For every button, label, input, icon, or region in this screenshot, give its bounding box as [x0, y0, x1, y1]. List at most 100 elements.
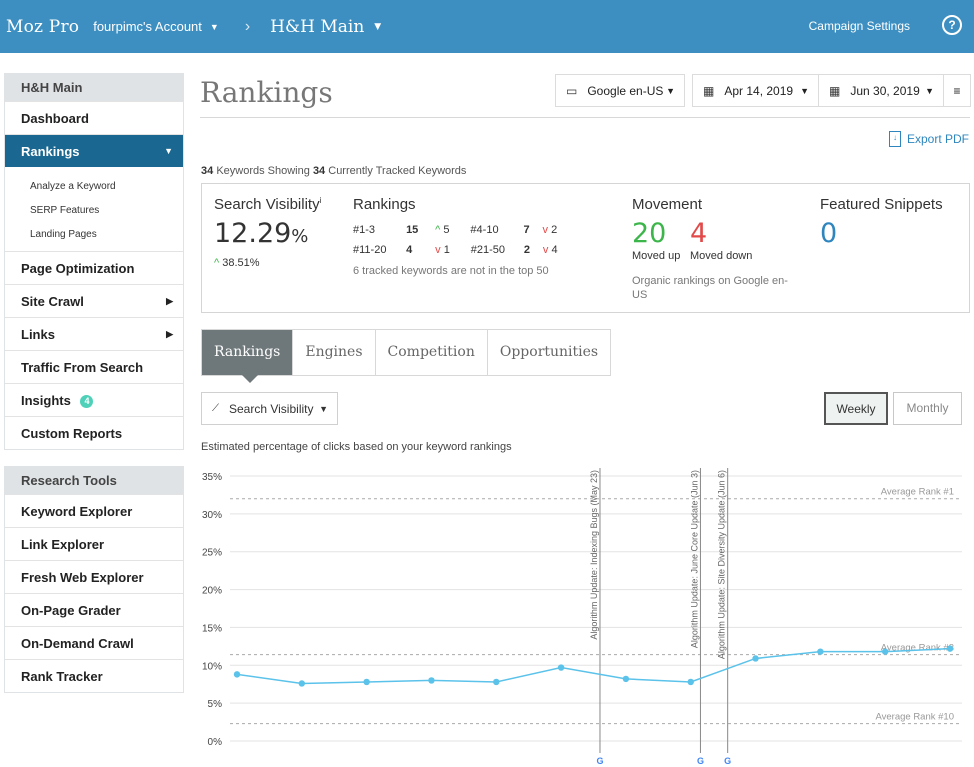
sidebar-item-site-crawl[interactable]: Site Crawl ▶ — [5, 284, 183, 317]
visibility-number: 12.29 — [214, 218, 292, 249]
export-pdf-button[interactable]: ↓ Export PDF — [889, 131, 969, 147]
search-visibility-title: Search Visibilityi — [214, 196, 321, 213]
rank-range: #11-20 — [353, 244, 387, 256]
brand-logo[interactable]: Moz Pro — [6, 16, 80, 37]
sidebar-item-fresh-web-explorer[interactable]: Fresh Web Explorer — [5, 560, 183, 593]
filter-menu-button[interactable]: ≡ — [943, 74, 971, 107]
sidebar-subitem-analyze-keyword[interactable]: Analyze a Keyword — [5, 167, 183, 199]
search-engine-dropdown[interactable]: ▭ Google en-US ▼ — [555, 74, 685, 107]
rank-count: 4 — [406, 244, 413, 256]
keywords-showing-count: 34 — [201, 165, 214, 177]
caret-down-icon: ▼ — [319, 403, 328, 414]
visibility-unit: % — [291, 226, 309, 247]
google-icon: G — [596, 756, 603, 766]
sidebar-subitem-landing-pages[interactable]: Landing Pages — [5, 223, 183, 251]
line-chart-icon: ⟋ — [212, 403, 219, 414]
sidebar-item-label: Links — [21, 327, 55, 342]
sidebar-item-traffic-from-search[interactable]: Traffic From Search — [5, 350, 183, 383]
reference-line-label: Average Rank #1 — [881, 487, 954, 498]
rank-row: #11-20 4 v 1 #21-50 2 v 4 — [353, 244, 558, 256]
data-point — [622, 675, 630, 683]
search-visibility-label: Search Visibility — [214, 196, 320, 213]
keywords-showing-label: Keywords Showing — [216, 165, 310, 177]
y-tick-label: 35% — [202, 472, 222, 483]
start-date-picker[interactable]: ▦ Apr 14, 2019 ▼ — [692, 74, 819, 107]
sidebar-item-custom-reports[interactable]: Custom Reports — [5, 416, 183, 449]
sidebar-item-dashboard[interactable]: Dashboard — [5, 101, 183, 134]
moved-down-value: 4 — [690, 218, 708, 249]
page-title: Rankings — [200, 76, 333, 109]
sidebar-subitem-serp-features[interactable]: SERP Features — [5, 199, 183, 223]
annotation-label: Algorithm Update: Indexing Bugs (May 23) — [589, 470, 599, 640]
data-point — [363, 678, 370, 686]
sidebar-item-keyword-explorer[interactable]: Keyword Explorer — [5, 494, 183, 527]
end-date-picker[interactable]: ▦ Jun 30, 2019 ▼ — [818, 74, 944, 107]
sidebar-item-link-explorer[interactable]: Link Explorer — [5, 527, 183, 560]
campaign-settings-link[interactable]: Campaign Settings — [808, 19, 910, 33]
help-icon[interactable]: ? — [942, 15, 962, 35]
tab-rankings[interactable]: Rankings — [202, 330, 294, 383]
moved-up-value: 20 — [632, 218, 667, 249]
reference-line-label: Average Rank #3 — [881, 643, 954, 654]
data-point — [557, 664, 565, 671]
arrow-down-icon: v — [542, 224, 549, 236]
sidebar-item-page-optimization[interactable]: Page Optimization — [5, 251, 183, 284]
google-icon: G — [724, 756, 731, 766]
caret-right-icon: ▶ — [166, 329, 173, 339]
y-tick-label: 30% — [202, 510, 222, 521]
menu-lines-icon: ≡ — [953, 83, 961, 98]
monthly-toggle[interactable]: Monthly — [893, 392, 962, 425]
movement-note: Organic rankings on Google en-US — [632, 275, 788, 301]
account-switcher[interactable]: fourpimc's Account ▼ — [93, 19, 219, 34]
annotation-label: Algorithm Update: June Core Update (Jun … — [689, 470, 699, 648]
top-nav-bar: Moz Pro fourpimc's Account ▼ › H&H Main … — [0, 0, 974, 53]
chart-svg: 0% 5% 10% 15% 20% 25% 30% 35% Average Rank #1 Ave… — [202, 468, 962, 766]
tab-competition[interactable]: Competition — [376, 330, 488, 375]
arrow-down-icon: v — [435, 244, 441, 256]
caret-down-icon: ▼ — [666, 85, 675, 96]
rankings-summary-title: Rankings — [353, 196, 416, 213]
rank-count: 7 — [523, 224, 530, 236]
data-point — [233, 671, 241, 678]
weekly-toggle[interactable]: Weekly — [824, 392, 888, 425]
y-tick-label: 5% — [208, 699, 223, 710]
arrow-up-icon: ^ — [435, 224, 441, 236]
info-icon[interactable]: i — [319, 196, 322, 205]
view-tabs: Rankings Engines Competition Opportuniti… — [201, 329, 612, 383]
tab-opportunities[interactable]: Opportunities — [499, 344, 599, 360]
keywords-tracked-label: Currently Tracked Keywords — [328, 165, 467, 177]
rank-count: 15 — [406, 224, 419, 236]
sidebar-item-links[interactable]: Links ▶ — [5, 317, 183, 350]
sidebar-item-insights[interactable]: Insights 4 — [5, 383, 183, 416]
chevron-right-icon: › — [244, 17, 251, 35]
caret-down-icon: ▼ — [800, 85, 809, 96]
tab-engines[interactable]: Engines — [293, 330, 376, 375]
search-visibility-value: 12.29% — [214, 218, 308, 249]
calendar-icon: ▦ — [703, 83, 715, 98]
rank-change: 1 — [443, 244, 450, 256]
rank-range: #21-50 — [470, 244, 506, 256]
data-point — [428, 677, 435, 684]
rank-count: 2 — [523, 244, 530, 256]
rank-change: 4 — [551, 244, 558, 256]
sidebar-item-on-demand-crawl[interactable]: On-Demand Crawl — [5, 626, 183, 659]
search-engine-value: Google en-US — [587, 83, 664, 98]
sidebar-item-on-page-grader[interactable]: On-Page Grader — [5, 593, 183, 626]
rank-note: 6 tracked keywords are not in the top 50 — [353, 265, 549, 277]
sidebar-item-rankings[interactable]: Rankings ▼ — [5, 134, 183, 167]
data-point — [946, 645, 954, 652]
caret-down-icon: ▼ — [209, 21, 219, 32]
y-tick-label: 15% — [202, 623, 222, 634]
campaign-switcher[interactable]: H&H Main ▼ — [270, 17, 381, 37]
start-date-value: Apr 14, 2019 — [724, 83, 794, 98]
arrow-up-icon: ^ — [214, 257, 220, 269]
summary-panel: Search Visibilityi 12.29% ^ 38.51% Ranki… — [201, 183, 970, 313]
data-point — [298, 680, 306, 687]
sidebar-item-rank-tracker[interactable]: Rank Tracker — [5, 659, 183, 692]
rank-range: #1-3 — [353, 224, 376, 236]
moved-up-label: Moved up — [632, 250, 681, 262]
campaign-nav: H&H Main Dashboard Rankings ▼ Analyze a … — [4, 73, 184, 450]
metric-dropdown[interactable]: ⟋ Search Visibility ▼ — [201, 392, 338, 425]
sidebar-group-title: Research Tools — [5, 467, 183, 494]
end-date-value: Jun 30, 2019 — [850, 83, 920, 98]
